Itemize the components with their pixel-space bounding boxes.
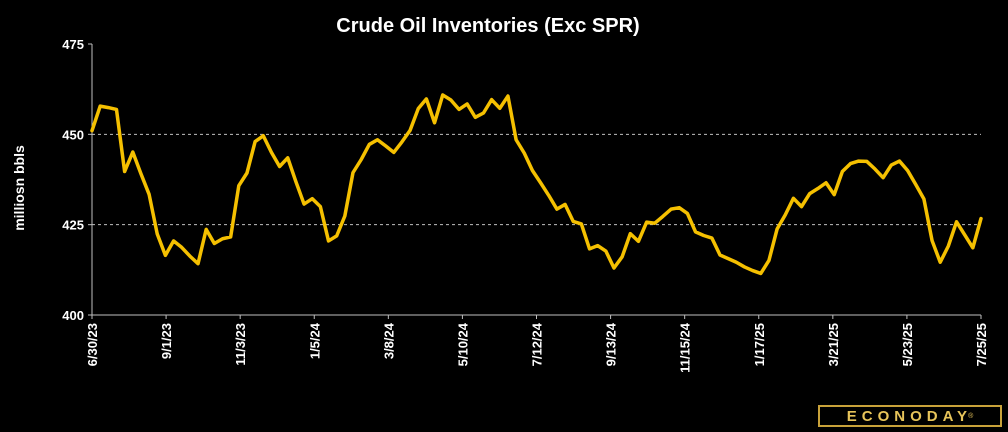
x-tick-label: 5/23/25: [900, 323, 915, 366]
x-tick-label: 9/13/24: [604, 322, 619, 366]
logo-text: ECONODAY: [846, 407, 973, 425]
econoday-logo: ECONODAY ®: [818, 405, 1002, 427]
y-tick-label: 475: [62, 37, 84, 52]
x-tick-label: 5/10/24: [455, 322, 470, 366]
y-axis-label: milliosn bbls: [11, 145, 27, 231]
x-tick-label: 3/21/25: [826, 323, 841, 366]
x-tick-label: 11/3/23: [233, 323, 248, 366]
x-tick-label: 9/1/23: [159, 323, 174, 359]
registered-mark: ®: [968, 412, 974, 420]
x-tick-label: 7/25/25: [974, 323, 989, 366]
x-tick-label: 11/15/24: [678, 322, 693, 373]
series-line: [90, 93, 983, 276]
x-tick-label: 1/17/25: [752, 323, 767, 366]
y-tick-label: 450: [62, 127, 84, 142]
y-tick-label: 425: [62, 218, 84, 233]
x-tick-label: 3/8/24: [381, 322, 396, 359]
chart-title: Crude Oil Inventories (Exc SPR): [336, 15, 639, 37]
y-tick-label: 400: [62, 308, 84, 323]
x-tick-label: 7/12/24: [530, 322, 545, 366]
x-tick-label: 1/5/24: [307, 322, 322, 359]
x-tick-label: 6/30/23: [85, 323, 100, 366]
